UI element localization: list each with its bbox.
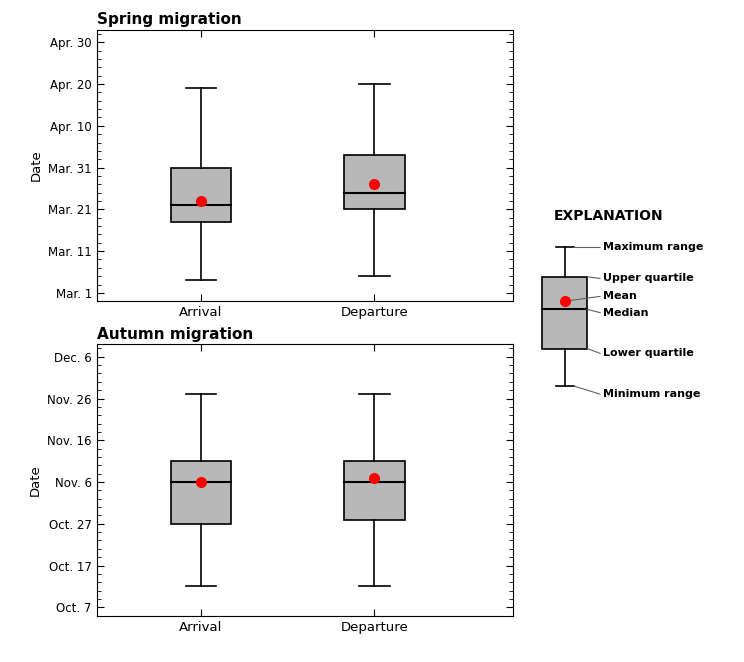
Bar <box>170 461 231 524</box>
Bar <box>542 277 587 348</box>
Text: Minimum range: Minimum range <box>603 389 701 399</box>
Bar <box>344 155 405 209</box>
Text: Autumn migration: Autumn migration <box>97 326 253 342</box>
Bar <box>344 461 405 520</box>
Y-axis label: Date: Date <box>29 464 42 496</box>
Text: Mean: Mean <box>603 291 638 301</box>
Text: Maximum range: Maximum range <box>603 242 704 252</box>
Text: Lower quartile: Lower quartile <box>603 348 694 358</box>
Text: Spring migration: Spring migration <box>97 12 242 27</box>
Bar <box>170 167 231 222</box>
Text: Upper quartile: Upper quartile <box>603 273 694 283</box>
Text: EXPLANATION: EXPLANATION <box>554 209 663 223</box>
Text: Median: Median <box>603 308 649 318</box>
Y-axis label: Date: Date <box>30 150 42 181</box>
